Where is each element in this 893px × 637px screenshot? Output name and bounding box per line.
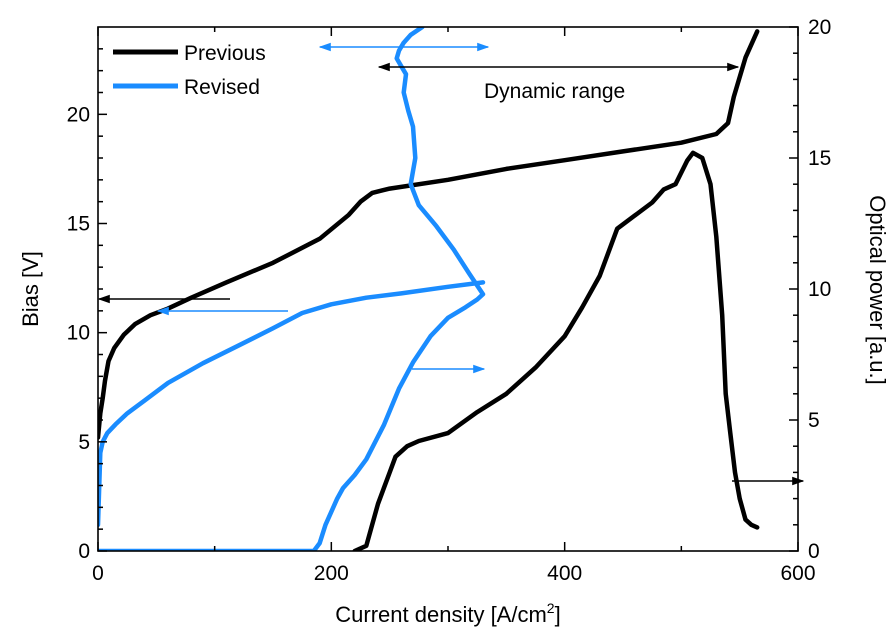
y-right-tick-label: 0 (808, 540, 820, 563)
dynamic-range-label: Dynamic range (484, 80, 625, 103)
y-left-axis-title: Bias [V] (18, 251, 43, 327)
y-left-tick-label: 20 (67, 103, 90, 126)
legend-label-previous: Previous (184, 42, 266, 65)
x-axis-title: Current density [A/cm2] (335, 600, 560, 627)
series-line-previous-left-axis (98, 29, 760, 440)
y-right-tick-label: 15 (808, 147, 831, 170)
series-line-revised-left-axis (98, 280, 486, 528)
y-right-tick-label: 10 (808, 278, 831, 301)
y-left-tick-label: 15 (67, 213, 90, 236)
legend-label-revised: Revised (184, 76, 260, 99)
y-right-tick-label: 5 (808, 409, 820, 432)
legend: Previous Revised (113, 42, 266, 99)
series-layer (98, 27, 760, 551)
y-left-tick-label: 0 (78, 540, 90, 563)
annotations: Dynamic range (97, 42, 805, 486)
y-right-axis-title: Optical power [a.u.] (865, 195, 890, 385)
y-left-tick-label: 5 (78, 431, 90, 454)
x-tick-label: 0 (92, 562, 104, 585)
y-right-tick-label: 20 (808, 16, 831, 39)
series-line-revised-right-axis (98, 27, 486, 551)
x-tick-label: 200 (314, 562, 349, 585)
y-left-tick-label: 10 (67, 322, 90, 345)
x-tick-label: 400 (547, 562, 582, 585)
x-tick-label: 600 (780, 562, 815, 585)
series-line-previous-right-axis (352, 150, 760, 551)
